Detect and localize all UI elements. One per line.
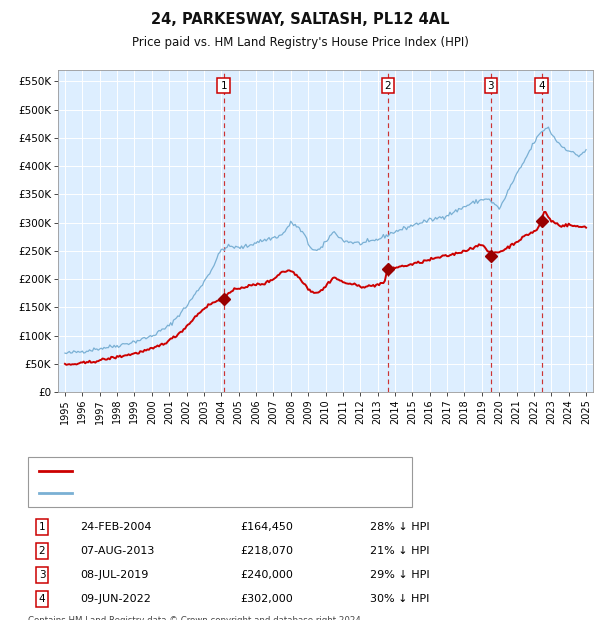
Text: 21% ↓ HPI: 21% ↓ HPI [370,546,430,556]
Text: £240,000: £240,000 [240,570,293,580]
Text: 3: 3 [488,81,494,91]
Text: 30% ↓ HPI: 30% ↓ HPI [370,594,430,604]
Text: 3: 3 [38,570,46,580]
Text: 1: 1 [220,81,227,91]
Text: 4: 4 [538,81,545,91]
Text: 2: 2 [385,81,391,91]
Text: Price paid vs. HM Land Registry's House Price Index (HPI): Price paid vs. HM Land Registry's House … [131,36,469,49]
Text: 29% ↓ HPI: 29% ↓ HPI [370,570,430,580]
Text: £218,070: £218,070 [240,546,293,556]
Text: 1: 1 [38,522,46,532]
Text: 07-AUG-2013: 07-AUG-2013 [80,546,154,556]
Text: 08-JUL-2019: 08-JUL-2019 [80,570,148,580]
Text: 28% ↓ HPI: 28% ↓ HPI [370,522,430,532]
Text: 4: 4 [38,594,46,604]
Text: £302,000: £302,000 [240,594,293,604]
Text: Contains HM Land Registry data © Crown copyright and database right 2024.
This d: Contains HM Land Registry data © Crown c… [28,616,364,620]
Text: HPI: Average price, detached house, Cornwall: HPI: Average price, detached house, Corn… [79,488,317,498]
Text: £164,450: £164,450 [240,522,293,532]
Text: 24, PARKESWAY, SALTASH, PL12 4AL (detached house): 24, PARKESWAY, SALTASH, PL12 4AL (detach… [79,466,362,476]
Text: 24, PARKESWAY, SALTASH, PL12 4AL: 24, PARKESWAY, SALTASH, PL12 4AL [151,12,449,27]
Text: 2: 2 [38,546,46,556]
Text: 24-FEB-2004: 24-FEB-2004 [80,522,151,532]
Text: 09-JUN-2022: 09-JUN-2022 [80,594,151,604]
